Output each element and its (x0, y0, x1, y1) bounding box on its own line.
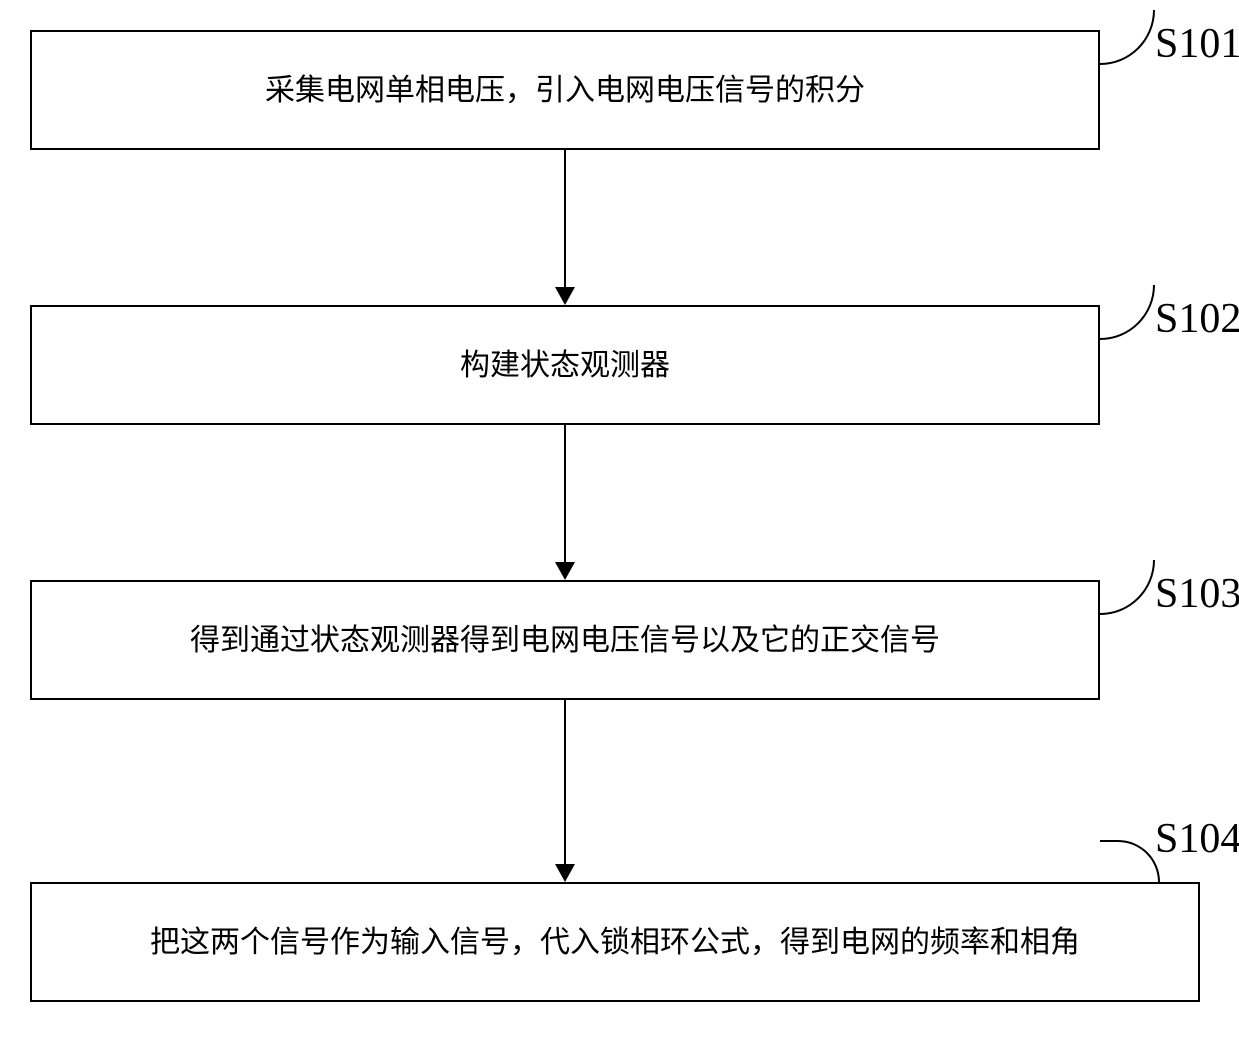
step-label-s104: S104 (1155, 815, 1239, 863)
connector-s104 (1100, 840, 1160, 882)
arrow-head-2 (555, 562, 575, 580)
step-label-s102: S102 (1155, 295, 1239, 343)
step-text-s103: 得到通过状态观测器得到电网电压信号以及它的正交信号 (190, 621, 940, 660)
step-label-s101: S101 (1155, 20, 1239, 68)
step-text-s104: 把这两个信号作为输入信号，代入锁相环公式，得到电网的频率和相角 (150, 923, 1080, 962)
arrow-line-1 (564, 150, 566, 287)
connector-s103 (1100, 560, 1155, 615)
arrow-head-1 (555, 287, 575, 305)
arrow-line-3 (564, 700, 566, 864)
connector-s102 (1100, 285, 1155, 340)
step-box-s102: 构建状态观测器 (30, 305, 1100, 425)
step-label-s103: S103 (1155, 570, 1239, 618)
arrow-head-3 (555, 864, 575, 882)
step-box-s104: 把这两个信号作为输入信号，代入锁相环公式，得到电网的频率和相角 (30, 882, 1200, 1002)
step-text-s102: 构建状态观测器 (460, 346, 670, 385)
connector-s101 (1100, 10, 1155, 65)
arrow-line-2 (564, 425, 566, 562)
step-box-s103: 得到通过状态观测器得到电网电压信号以及它的正交信号 (30, 580, 1100, 700)
step-text-s101: 采集电网单相电压，引入电网电压信号的积分 (265, 71, 865, 110)
step-box-s101: 采集电网单相电压，引入电网电压信号的积分 (30, 30, 1100, 150)
flowchart-canvas: 采集电网单相电压，引入电网电压信号的积分 S101 构建状态观测器 S102 得… (0, 0, 1239, 1045)
